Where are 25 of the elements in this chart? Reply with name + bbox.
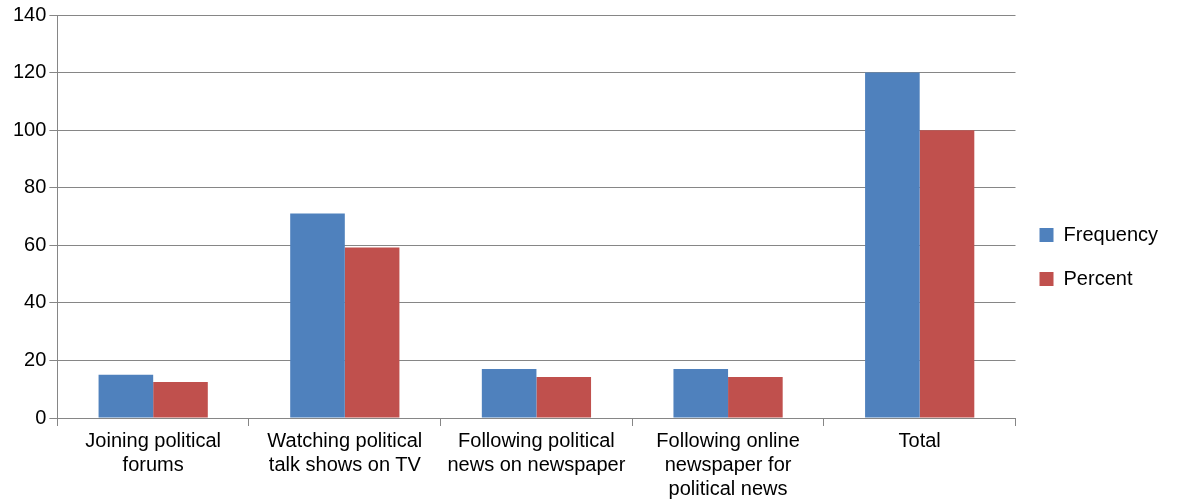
y-tick-label: 80 bbox=[24, 175, 47, 198]
bar bbox=[536, 377, 592, 418]
bar bbox=[153, 382, 208, 418]
bar bbox=[673, 369, 729, 418]
x-tick-label: Total bbox=[898, 428, 941, 451]
bar bbox=[98, 374, 154, 418]
y-tick-label: 100 bbox=[12, 117, 47, 140]
y-tick-label: 0 bbox=[35, 405, 47, 428]
bar bbox=[344, 247, 400, 418]
y-tick-label: 140 bbox=[12, 2, 47, 25]
y-tick-label: 120 bbox=[12, 60, 47, 83]
bar bbox=[919, 130, 975, 418]
legend-label: Frequency bbox=[1063, 222, 1159, 245]
y-tick-label: 40 bbox=[24, 290, 47, 313]
bar bbox=[728, 377, 783, 418]
legend-label: Percent bbox=[1063, 266, 1133, 289]
y-tick-label: 20 bbox=[24, 347, 47, 370]
x-tick-label: Following political news on newspaper bbox=[447, 428, 626, 475]
bar bbox=[865, 72, 920, 418]
x-tick-label: Watching political talk shows on TV bbox=[267, 428, 423, 475]
bar bbox=[290, 213, 345, 418]
x-tick-label: Joining political forums bbox=[85, 428, 221, 475]
x-tick-label: Following online newspaper for political news bbox=[656, 428, 800, 499]
bar bbox=[481, 369, 537, 418]
y-tick-label: 60 bbox=[24, 232, 47, 255]
